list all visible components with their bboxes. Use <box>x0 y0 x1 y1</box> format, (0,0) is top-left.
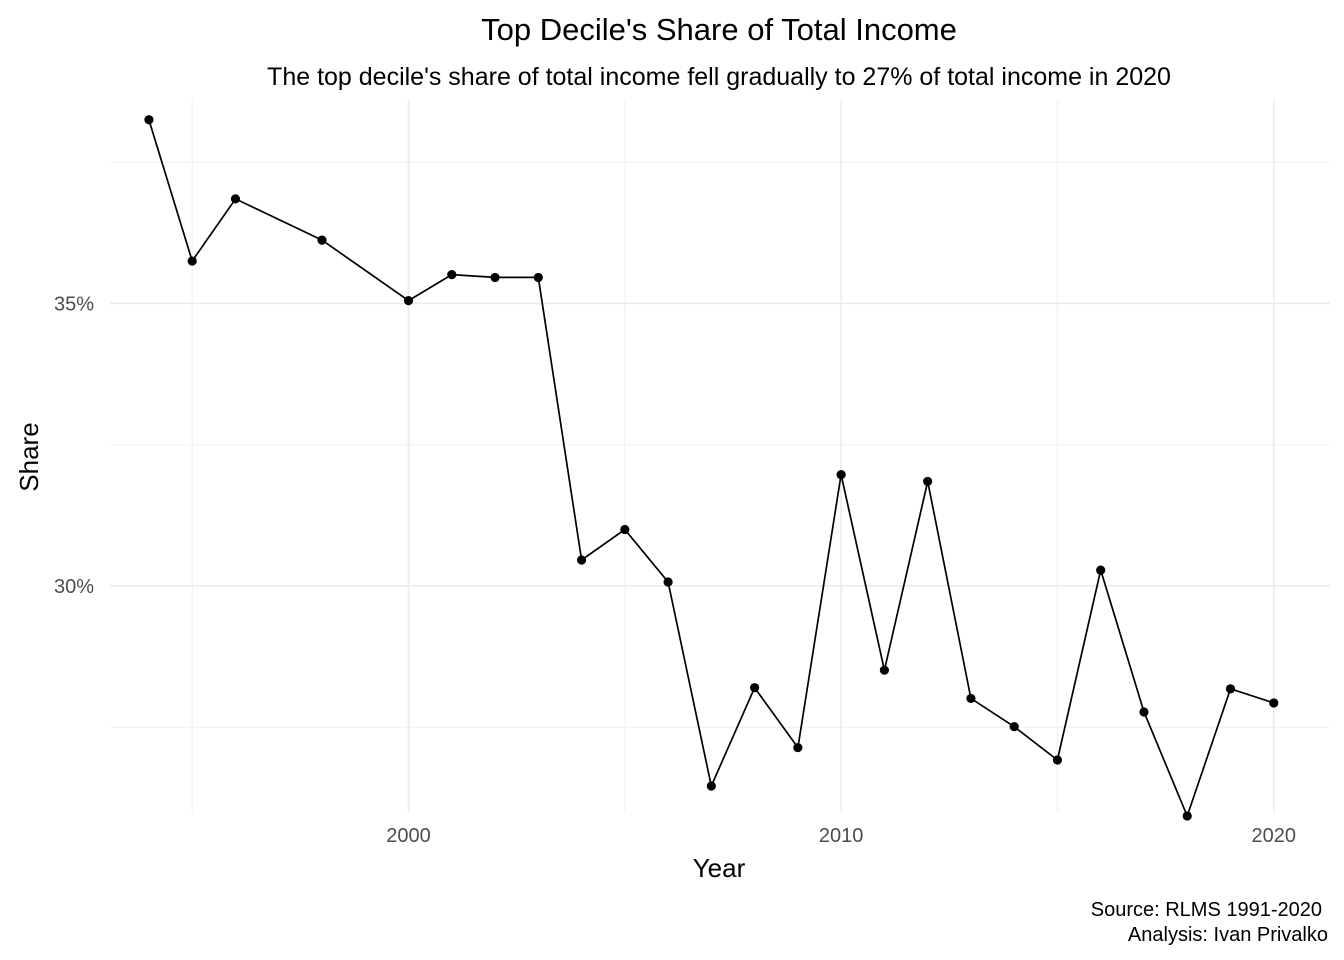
data-point <box>1009 722 1019 732</box>
data-point <box>1096 565 1106 575</box>
y-tick-label: 30% <box>54 576 94 598</box>
x-tick-label: 2010 <box>819 825 864 847</box>
x-tick-label: 2020 <box>1252 825 1297 847</box>
data-point <box>663 577 673 587</box>
x-tick-label: 2000 <box>386 825 431 847</box>
data-point <box>923 476 933 487</box>
data-point <box>1225 684 1236 694</box>
data-point <box>1182 811 1192 821</box>
data-point <box>317 235 327 245</box>
data-point <box>187 256 197 266</box>
data-point <box>144 115 154 125</box>
data-point <box>750 683 760 693</box>
series-layer <box>144 115 1279 821</box>
tick-labels: 2000 2010 2020 30% 35% <box>54 293 1296 847</box>
data-point <box>706 781 716 791</box>
chart-title: Top Decile's Share of Total Income <box>481 12 957 47</box>
caption-source: Source: RLMS 1991-2020 <box>1091 899 1322 921</box>
data-point <box>793 742 803 753</box>
series-line <box>148 119 1275 819</box>
data-point <box>447 270 457 280</box>
grid <box>110 100 1330 812</box>
data-point <box>966 693 976 704</box>
x-axis-title: Year <box>693 853 746 883</box>
data-point <box>836 470 846 480</box>
data-point <box>576 555 587 565</box>
y-tick-label: 35% <box>54 293 94 315</box>
chart-subtitle: The top decile's share of total income f… <box>267 63 1171 91</box>
data-point <box>1269 698 1279 708</box>
data-point <box>533 272 543 283</box>
data-point <box>879 665 889 675</box>
data-point <box>230 194 241 204</box>
caption-analysis: Analysis: Ivan Privalko <box>1128 924 1328 946</box>
data-point <box>620 524 630 535</box>
data-point <box>1139 707 1149 717</box>
y-axis-title: Share <box>14 422 44 491</box>
data-point <box>490 272 500 283</box>
data-point <box>403 296 414 306</box>
data-point <box>1052 755 1063 765</box>
